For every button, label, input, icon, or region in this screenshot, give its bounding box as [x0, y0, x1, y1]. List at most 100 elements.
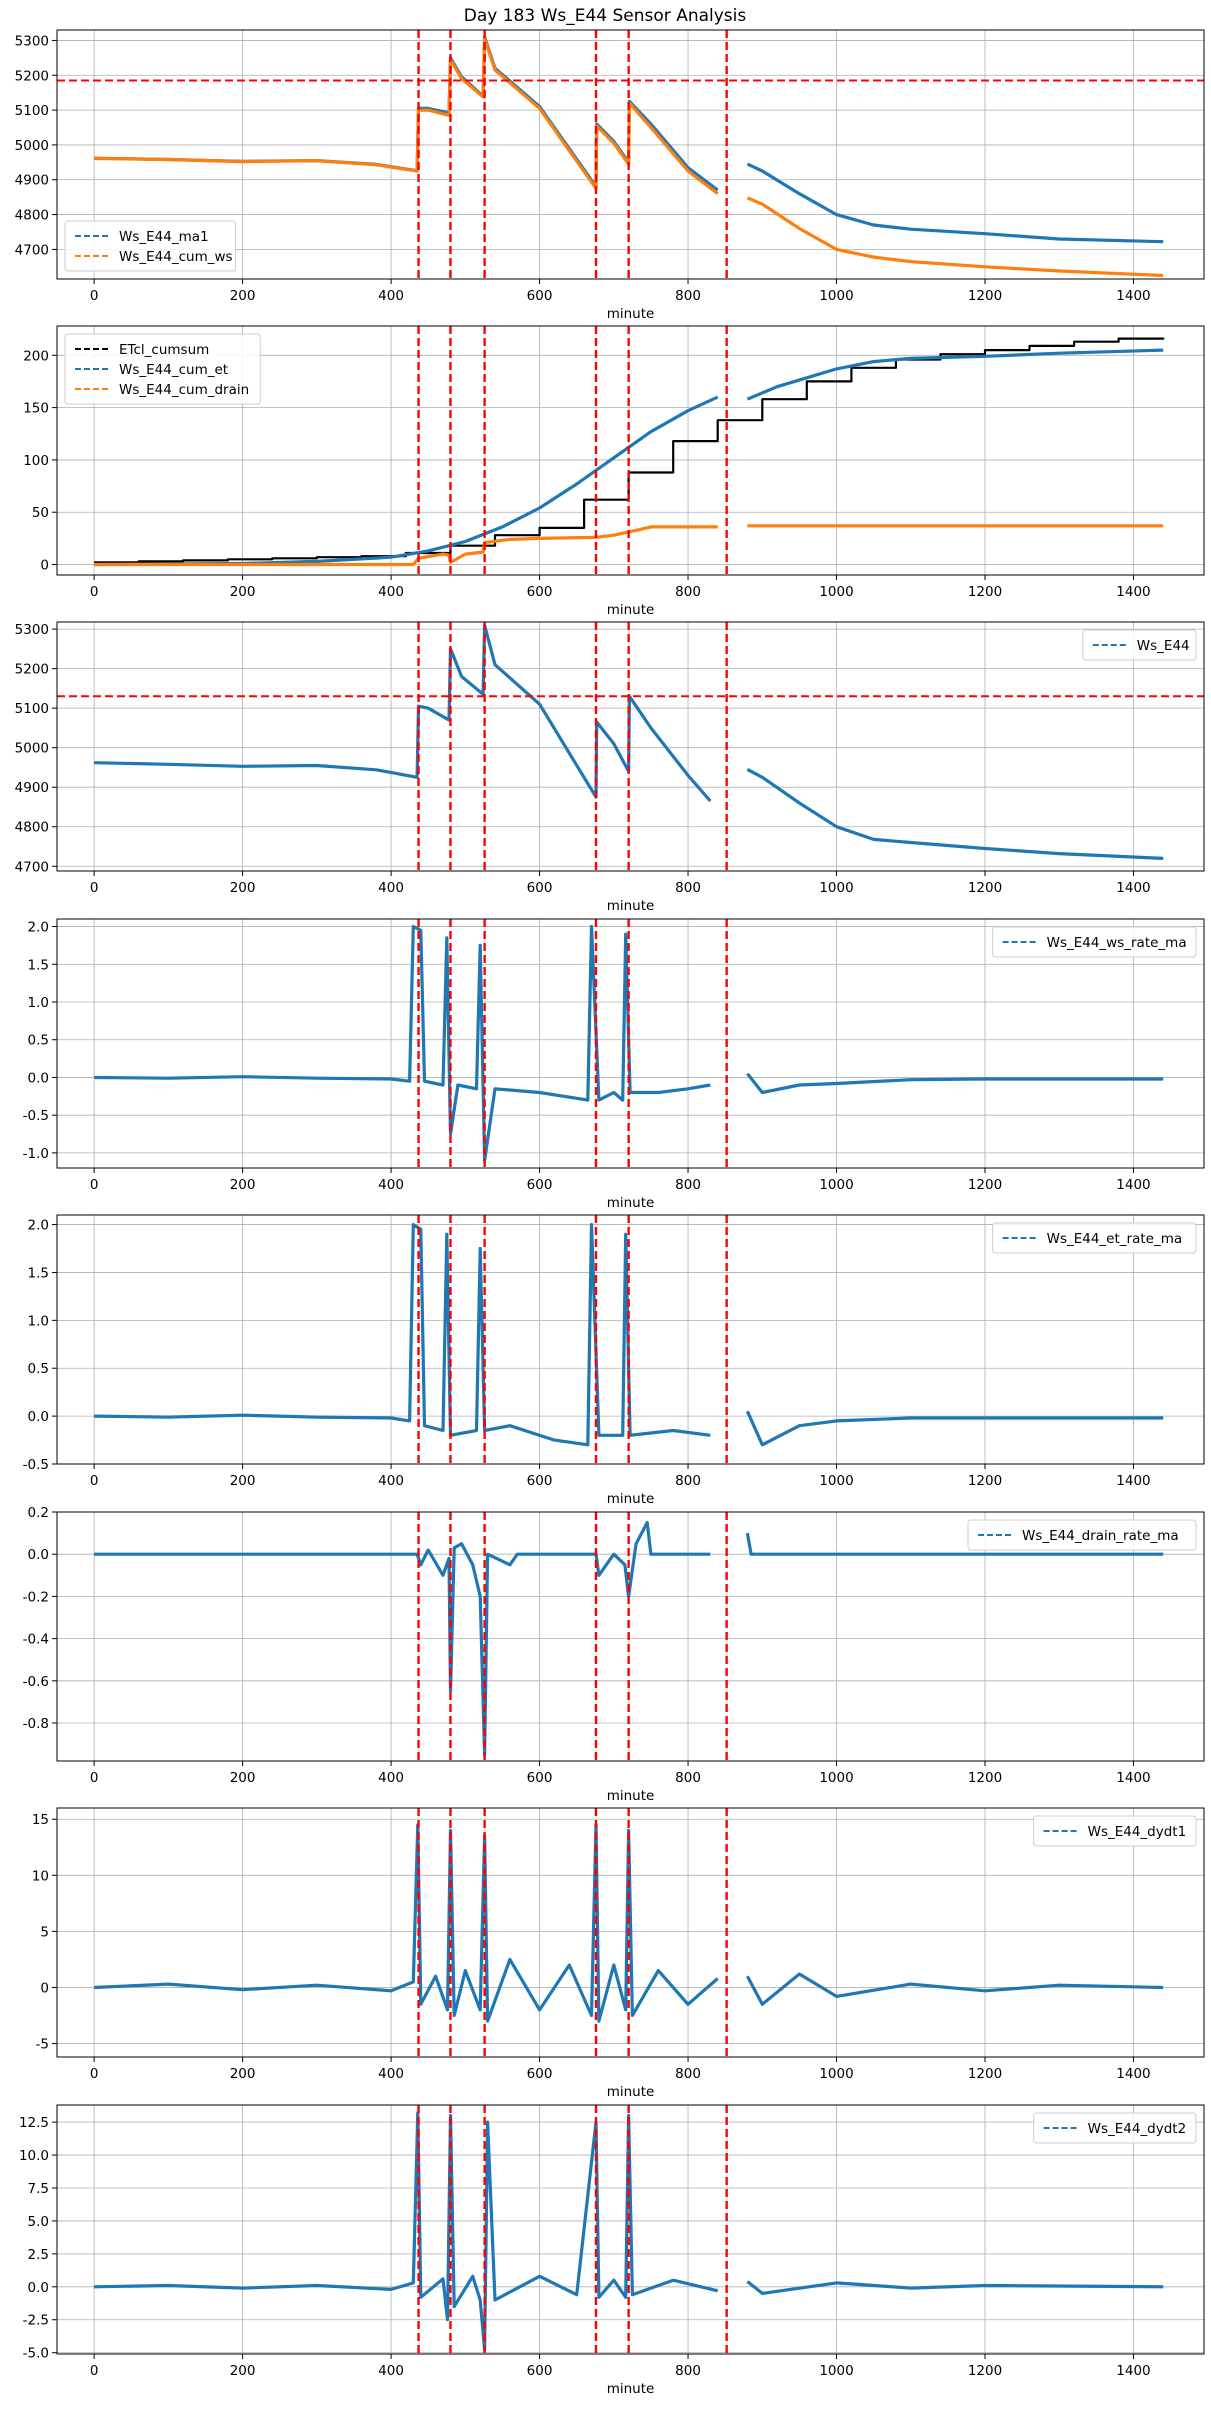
x-tick-label: 1400	[1116, 880, 1150, 896]
y-tick-label: 2.0	[28, 1218, 49, 1234]
y-tick-label: 5100	[15, 701, 49, 717]
x-tick-label: 0	[90, 288, 99, 304]
x-tick-label: 800	[675, 288, 701, 304]
y-tick-label: 5200	[15, 662, 49, 678]
axes-frame	[56, 621, 1205, 872]
y-tick-label: 10	[32, 1868, 49, 1884]
y-tick-label: 150	[23, 401, 49, 417]
legend: Ws_E44_drain_rate_ma	[967, 1519, 1197, 1551]
x-tick-label: 800	[675, 880, 701, 896]
legend-label: Ws_E44	[1137, 638, 1190, 654]
x-tick-label: 1400	[1116, 2066, 1150, 2082]
y-tick-label: 4900	[15, 780, 49, 796]
x-tick-label: 1200	[968, 880, 1002, 896]
x-tick-label: 600	[527, 1770, 553, 1786]
x-tick-label: 800	[675, 584, 701, 600]
chart-panel-7: 0 200 400 600 800 1000 1200 1400 -5 0 5 10 15 minute W…	[32, 1807, 1205, 2100]
y-tick-label: 5.0	[28, 2214, 49, 2230]
y-tick-label: -1.0	[23, 1146, 49, 1162]
y-tick-label: 1.5	[28, 1265, 49, 1281]
x-tick-label: 200	[230, 880, 256, 896]
legend-label: Ws_E44_ma1	[119, 229, 209, 245]
x-tick-label: 1400	[1116, 288, 1150, 304]
x-tick-label: 600	[527, 880, 553, 896]
x-axis-label: minute	[607, 1788, 655, 1804]
x-tick-label: 400	[378, 1770, 404, 1786]
y-tick-label: -2.5	[23, 2313, 49, 2329]
x-axis-label: minute	[607, 1491, 655, 1507]
y-tick-label: 10.0	[19, 2148, 49, 2164]
legend-box	[967, 1519, 1197, 1551]
x-tick-label: 1400	[1116, 1770, 1150, 1786]
legend-label: ETcl_cumsum	[119, 342, 209, 358]
legend: Ws_E44	[1082, 629, 1197, 661]
x-tick-label: 800	[675, 1177, 701, 1193]
x-tick-label: 0	[90, 1770, 99, 1786]
legend: Ws_E44_ma1 Ws_E44_cum_ws	[64, 220, 237, 272]
x-tick-label: 200	[230, 1177, 256, 1193]
x-axis-label: minute	[607, 306, 655, 322]
x-tick-label: 600	[527, 584, 553, 600]
y-tick-label: 5300	[15, 33, 49, 49]
y-tick-label: 0	[40, 1980, 49, 1996]
y-tick-label: 0.0	[28, 2280, 49, 2296]
x-tick-label: 600	[527, 1473, 553, 1489]
axes-frame	[56, 29, 1205, 280]
y-tick-label: 0.5	[28, 1361, 49, 1377]
x-tick-label: 400	[378, 2363, 404, 2379]
x-tick-label: 0	[90, 1473, 99, 1489]
x-tick-label: 1200	[968, 1473, 1002, 1489]
x-tick-label: 400	[378, 288, 404, 304]
x-tick-label: 200	[230, 2363, 256, 2379]
x-tick-label: 1400	[1116, 584, 1150, 600]
x-tick-label: 1200	[968, 2066, 1002, 2082]
plot-area	[94, 2105, 1164, 2354]
x-tick-label: 1000	[819, 2066, 853, 2082]
chart-panel-3: 0 200 400 600 800 1000 1200 1400 4700 4800 4900 500…	[15, 621, 1205, 914]
axes-frame	[56, 2104, 1205, 2355]
x-tick-label: 600	[527, 2363, 553, 2379]
x-tick-label: 1000	[819, 2363, 853, 2379]
y-tick-label: 4800	[15, 820, 49, 836]
x-tick-label: 800	[675, 2066, 701, 2082]
x-tick-label: 600	[527, 2066, 553, 2082]
chart-panel-5: 0 200 400 600 800 1000 1200 1400 -0.5 0.0 0.5 1.0 1.…	[23, 1214, 1205, 1507]
x-axis-label: minute	[607, 898, 655, 914]
y-tick-label: -0.6	[23, 1674, 49, 1690]
plot-area	[57, 30, 1204, 279]
y-tick-label: 4900	[15, 173, 49, 189]
x-tick-label: 200	[230, 288, 256, 304]
y-tick-label: 2.0	[28, 920, 49, 936]
x-tick-label: 600	[527, 1177, 553, 1193]
x-tick-label: 1000	[819, 288, 853, 304]
axes-frame	[56, 1511, 1205, 1762]
series-line-Ws_E44_dydt2	[94, 2111, 1164, 2352]
x-axis-label: minute	[607, 602, 655, 618]
y-tick-label: 5000	[15, 138, 49, 154]
x-tick-label: 200	[230, 2066, 256, 2082]
legend: Ws_E44_et_rate_ma	[992, 1222, 1197, 1254]
y-tick-label: -5.0	[23, 2346, 49, 2362]
y-tick-label: 1.5	[28, 957, 49, 973]
chart-panel-2: 0 200 400 600 800 1000 1200 1400 0 50 100 150 200 min…	[23, 325, 1205, 618]
y-tick-label: 5000	[15, 741, 49, 757]
x-tick-label: 800	[675, 1473, 701, 1489]
x-tick-label: 600	[527, 288, 553, 304]
plot-area	[94, 919, 1164, 1168]
legend-label: Ws_E44_dydt2	[1088, 2121, 1187, 2137]
x-tick-label: 0	[90, 2066, 99, 2082]
series-line-Ws_E44_drain_rate_ma	[94, 1521, 1164, 1757]
y-tick-label: 0	[40, 558, 49, 574]
x-tick-label: 400	[378, 584, 404, 600]
y-tick-label: 0.2	[28, 1505, 49, 1521]
legend-box	[64, 333, 261, 405]
legend-label: Ws_E44_cum_et	[119, 362, 228, 378]
y-tick-label: -0.5	[23, 1457, 49, 1473]
x-tick-label: 1000	[819, 584, 853, 600]
legend: Ws_E44_dydt2	[1033, 2112, 1197, 2144]
chart-panel-4: 0 200 400 600 800 1000 1200 1400 -1.0 -0.5 0.0 0.5 1…	[23, 918, 1205, 1211]
legend-box	[992, 1222, 1197, 1254]
chart-panel-1: 0 200 400 600 800 1000 1200 1400 4700 4800 4900 500…	[15, 29, 1205, 322]
x-tick-label: 400	[378, 1177, 404, 1193]
y-tick-label: 100	[23, 453, 49, 469]
